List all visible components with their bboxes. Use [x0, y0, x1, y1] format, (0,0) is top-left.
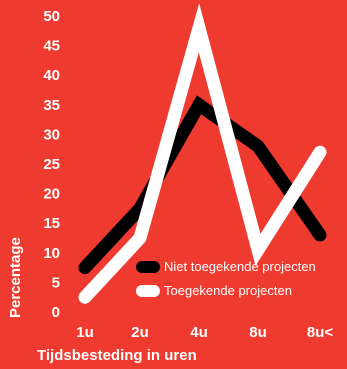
y-tick-label: 20 — [43, 186, 60, 203]
legend-label: Niet toegekende projecten — [164, 259, 316, 274]
x-tick-label: 2u — [131, 324, 149, 341]
x-tick-label: 8u< — [307, 324, 334, 341]
series-line-toegekend — [78, 3, 327, 304]
y-axis-title: Percentage — [7, 237, 24, 318]
y-tick-label: 5 — [52, 274, 60, 291]
x-tick-label: 8u — [249, 324, 267, 341]
x-tick-label: 1u — [76, 324, 94, 341]
legend-item: Toegekende projecten — [136, 283, 292, 298]
y-tick-label: 0 — [52, 304, 60, 321]
legend: Niet toegekende projecten Toegekende proj… — [136, 259, 316, 298]
y-tick-label: 15 — [43, 215, 60, 232]
y-tick-label: 30 — [43, 126, 60, 143]
y-axis-ticks: 0 5 10 15 20 25 30 35 40 45 50 — [43, 8, 60, 321]
y-tick-label: 50 — [43, 8, 60, 25]
legend-label: Toegekende projecten — [164, 283, 292, 298]
legend-item: Niet toegekende projecten — [136, 259, 316, 274]
series-lines — [78, 3, 327, 304]
y-tick-label: 35 — [43, 97, 60, 114]
x-tick-label: 4u — [190, 324, 208, 341]
y-tick-label: 40 — [43, 67, 60, 84]
x-axis-title: Tijdsbesteding in uren — [37, 347, 197, 364]
y-tick-label: 25 — [43, 156, 60, 173]
series-line-niet-toegekend — [78, 95, 327, 275]
y-tick-label: 45 — [43, 38, 60, 55]
y-tick-label: 10 — [43, 245, 60, 262]
x-axis-ticks: 1u 2u 4u 8u 8u< — [76, 324, 333, 341]
